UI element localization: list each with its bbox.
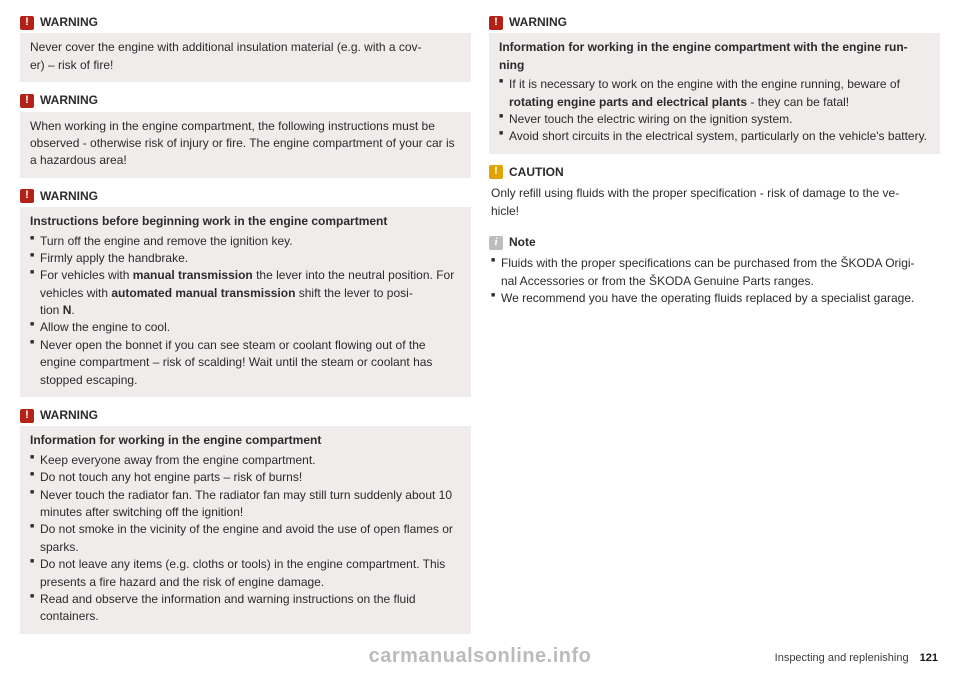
warning-icon: ! (489, 16, 503, 30)
warning-block-3: ! WARNING Instructions before beginning … (20, 188, 471, 397)
warning-body: Information for working in the engine co… (489, 33, 940, 153)
warning-head: ! WARNING (489, 14, 940, 31)
warning-subtitle: Instructions before beginning work in th… (30, 213, 461, 230)
list-item: Never open the bonnet if you can see ste… (30, 337, 461, 389)
warning-block-1: ! WARNING Never cover the engine with ad… (20, 14, 471, 82)
page-footer: Inspecting and replenishing 121 (775, 651, 938, 667)
caution-label: CAUTION (509, 164, 564, 181)
list-item: We recommend you have the operating flui… (491, 290, 938, 307)
warning-list: If it is necessary to work on the engine… (499, 76, 930, 146)
list-item: If it is necessary to work on the engine… (499, 76, 930, 111)
list-item: Do not touch any hot engine parts – risk… (30, 469, 461, 486)
warning-label: WARNING (509, 14, 567, 31)
warning-list: Keep everyone away from the engine compa… (30, 452, 461, 626)
caution-icon: ! (489, 165, 503, 179)
list-item: Avoid short circuits in the electrical s… (499, 128, 930, 145)
warning-head: ! WARNING (20, 407, 471, 424)
warning-block-5: ! WARNING Information for working in the… (489, 14, 940, 154)
list-item: Read and observe the information and war… (30, 591, 461, 626)
warning-head: ! WARNING (20, 92, 471, 109)
warning-body: Never cover the engine with additional i… (20, 33, 471, 82)
warning-subtitle: Information for working in the engine co… (30, 432, 461, 449)
list-item: Never touch the electric wiring on the i… (499, 111, 930, 128)
watermark: carmanualsonline.info (369, 642, 592, 671)
caution-head: ! CAUTION (489, 164, 940, 181)
warning-head: ! WARNING (20, 14, 471, 31)
warning-label: WARNING (40, 407, 98, 424)
list-item: Fluids with the proper specifications ca… (491, 255, 938, 290)
list-item: Allow the engine to cool. (30, 319, 461, 336)
warning-list: Turn off the engine and remove the ignit… (30, 233, 461, 390)
note-icon: i (489, 236, 503, 250)
right-column: ! WARNING Information for working in the… (489, 14, 940, 644)
note-head: i Note (489, 234, 940, 251)
warning-icon: ! (20, 94, 34, 108)
list-item: For vehicles with manual transmission th… (30, 267, 461, 319)
note-body: Fluids with the proper specifications ca… (489, 253, 940, 311)
list-item: Turn off the engine and remove the ignit… (30, 233, 461, 250)
warning-head: ! WARNING (20, 188, 471, 205)
left-column: ! WARNING Never cover the engine with ad… (20, 14, 471, 644)
warning-label: WARNING (40, 188, 98, 205)
warning-body: Information for working in the engine co… (20, 426, 471, 633)
list-item: Keep everyone away from the engine compa… (30, 452, 461, 469)
caution-block: ! CAUTION Only refill using fluids with … (489, 164, 940, 224)
caution-body: Only refill using fluids with the proper… (489, 183, 940, 224)
note-label: Note (509, 234, 536, 251)
list-item: Firmly apply the handbrake. (30, 250, 461, 267)
warning-block-4: ! WARNING Information for working in the… (20, 407, 471, 634)
page-number: 121 (920, 652, 938, 664)
warning-icon: ! (20, 16, 34, 30)
page-content: ! WARNING Never cover the engine with ad… (0, 0, 960, 644)
warning-body: Instructions before beginning work in th… (20, 207, 471, 397)
warning-block-2: ! WARNING When working in the engine com… (20, 92, 471, 178)
list-item: Never touch the radiator fan. The radiat… (30, 487, 461, 522)
warning-body: When working in the engine compartment, … (20, 112, 471, 178)
list-item: Do not smoke in the vicinity of the engi… (30, 521, 461, 556)
list-item: Do not leave any items (e.g. cloths or t… (30, 556, 461, 591)
warning-icon: ! (20, 409, 34, 423)
warning-label: WARNING (40, 92, 98, 109)
section-title: Inspecting and replenishing (775, 652, 909, 664)
warning-subtitle: Information for working in the engine co… (499, 39, 930, 74)
note-block: i Note Fluids with the proper specificat… (489, 234, 940, 312)
note-list: Fluids with the proper specifications ca… (491, 255, 938, 307)
warning-icon: ! (20, 189, 34, 203)
warning-label: WARNING (40, 14, 98, 31)
